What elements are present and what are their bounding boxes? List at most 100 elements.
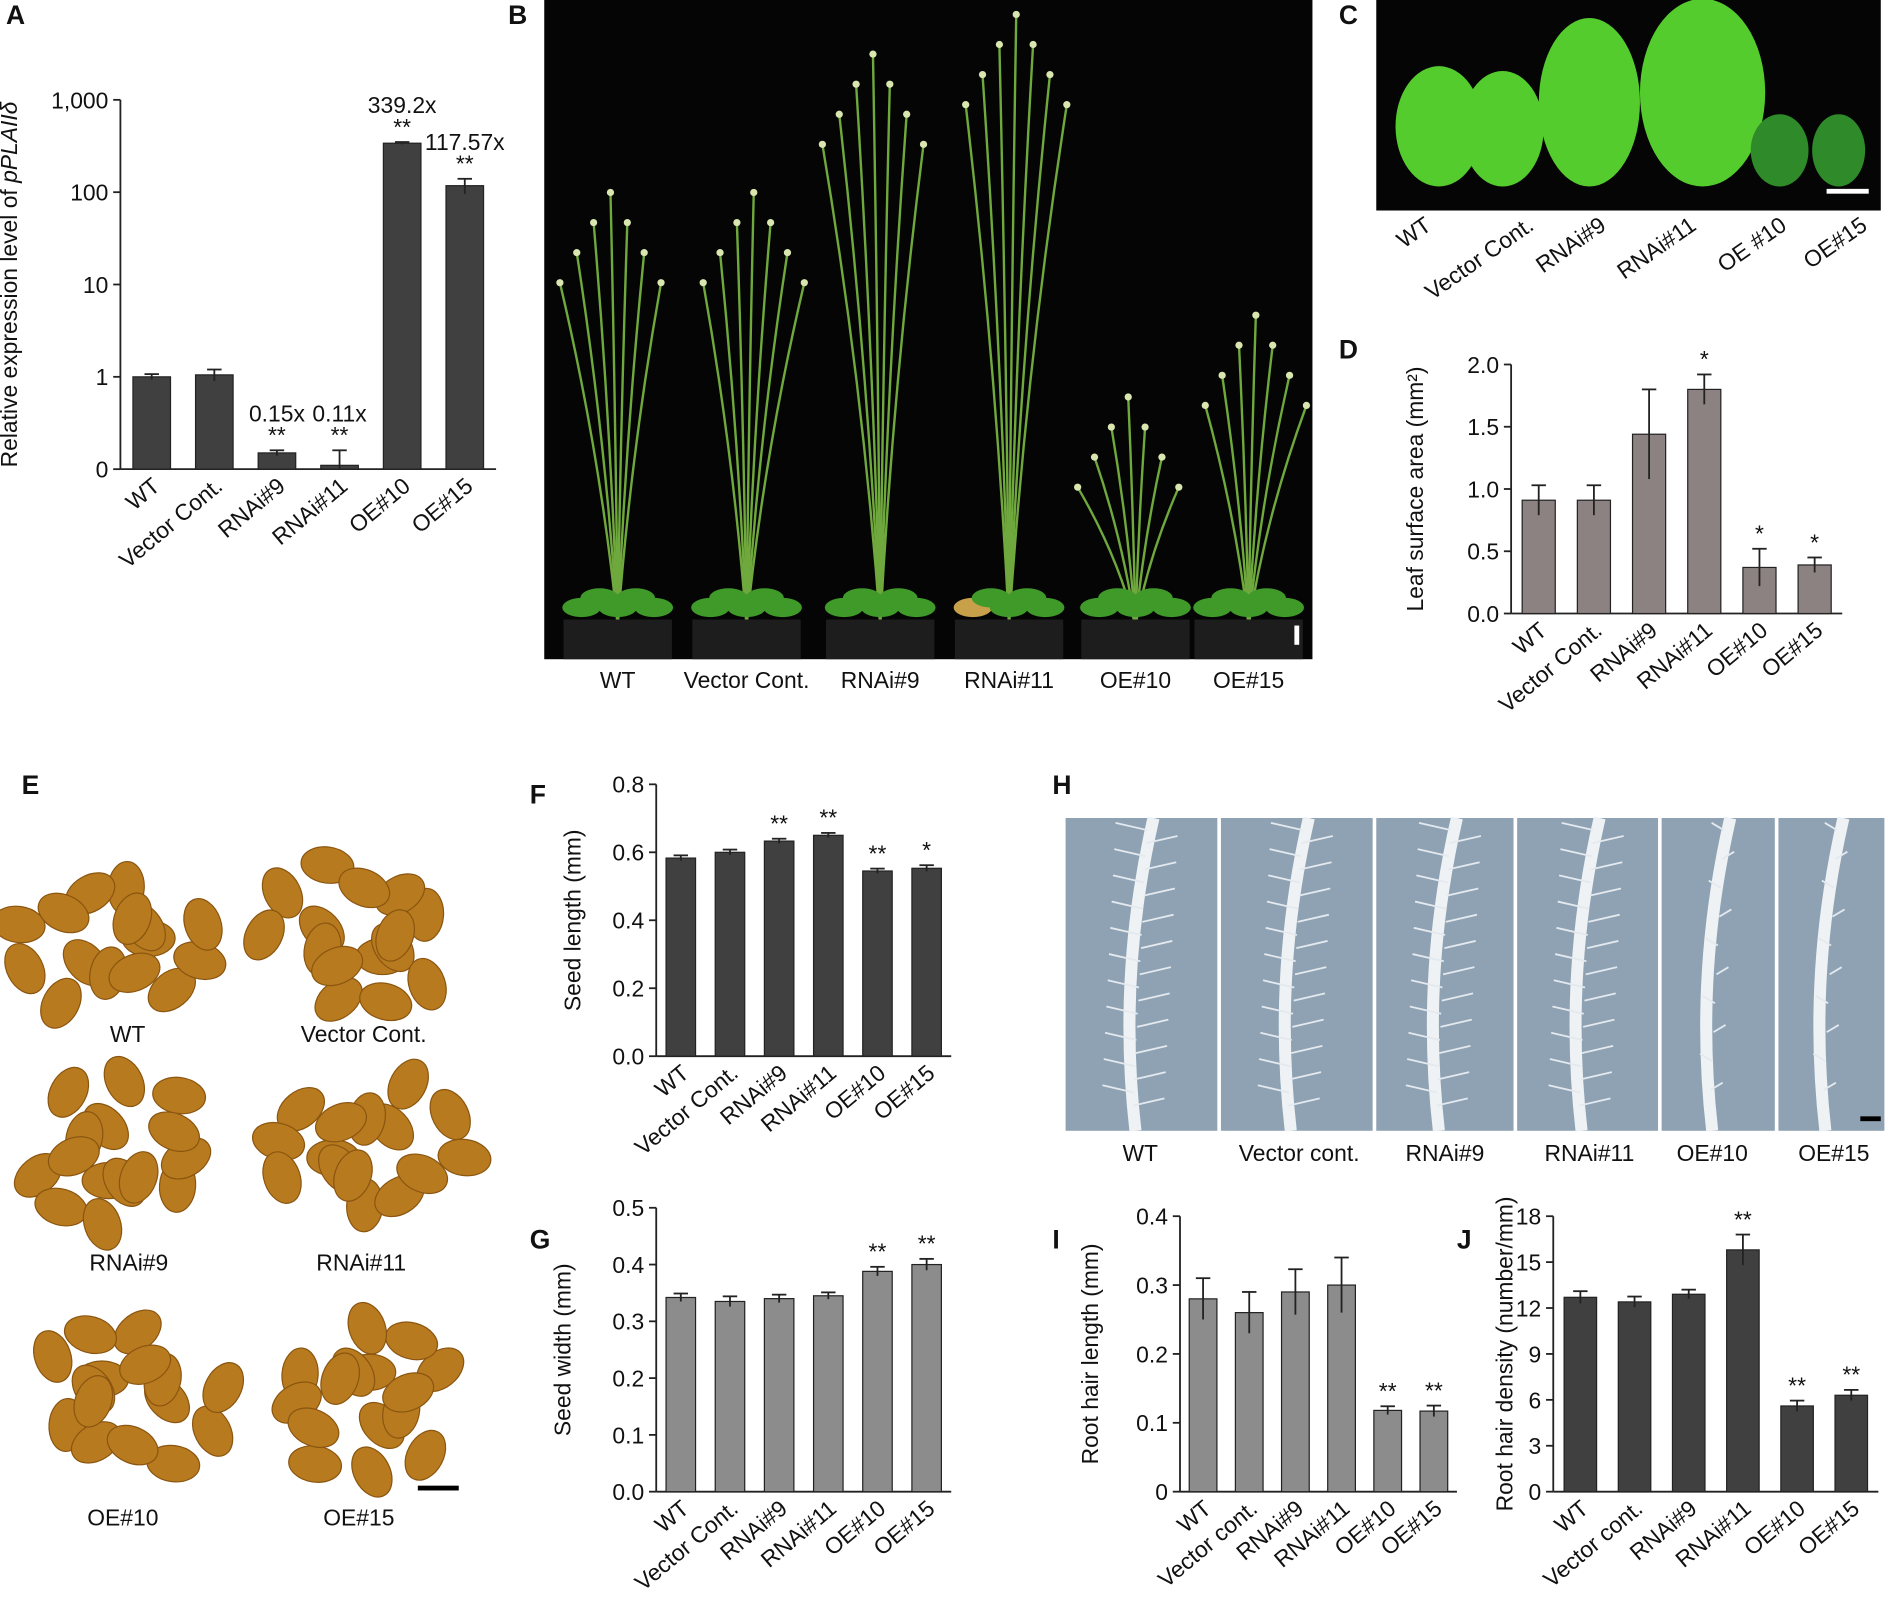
x-tick-label: OE#15 xyxy=(1793,1495,1864,1561)
y-axis-label: Seed width (mm) xyxy=(550,1263,576,1436)
root-hair xyxy=(1708,879,1722,889)
stem xyxy=(1007,14,1018,626)
root-hair xyxy=(1582,1018,1615,1028)
seed xyxy=(333,1149,373,1202)
y-tick-label: 0.1 xyxy=(612,1422,644,1448)
y-tick-label: 1 xyxy=(96,364,109,390)
flower xyxy=(962,101,970,109)
error-bar xyxy=(1586,484,1602,516)
stem xyxy=(1247,345,1274,626)
significance: * xyxy=(922,837,931,863)
root-hair xyxy=(1584,992,1616,1002)
bar xyxy=(1563,1296,1598,1493)
flower xyxy=(1175,483,1183,491)
bar xyxy=(714,851,746,1057)
error-bar xyxy=(1641,388,1657,480)
root-hair xyxy=(1269,848,1302,858)
root-hair xyxy=(1110,926,1142,936)
flower xyxy=(800,279,808,287)
y-tick-label: 0 xyxy=(1528,1479,1541,1505)
y-tick-label: 0.4 xyxy=(612,1252,644,1278)
seed xyxy=(429,1088,471,1141)
leaf xyxy=(1152,597,1191,618)
bar xyxy=(1617,1301,1652,1493)
bar xyxy=(1780,1405,1814,1493)
seed xyxy=(108,952,161,993)
seed xyxy=(261,867,304,919)
y-tick-label: 0.5 xyxy=(612,1195,644,1221)
y-tick-label: 0.0 xyxy=(612,1044,644,1070)
root-hair xyxy=(1132,1097,1165,1107)
plant xyxy=(1193,311,1311,660)
seed xyxy=(40,977,82,1029)
panel-letter: H xyxy=(1052,770,1071,800)
seed xyxy=(103,1055,146,1108)
scale-bar xyxy=(1294,625,1300,645)
stem xyxy=(1237,345,1250,626)
seed xyxy=(437,1138,492,1177)
root-hair xyxy=(1136,1018,1169,1028)
root-hair xyxy=(1103,1058,1136,1068)
significance: ** xyxy=(1379,1378,1397,1404)
root-hair xyxy=(1554,953,1587,963)
pot xyxy=(692,619,801,660)
root-hair xyxy=(1300,861,1332,871)
flower xyxy=(733,218,741,227)
seed xyxy=(375,909,416,962)
error-bar xyxy=(1697,373,1712,405)
leaf-label: WT xyxy=(1392,211,1436,253)
seed xyxy=(47,1066,90,1118)
root xyxy=(1700,816,1737,1132)
y-tick-label: 0.4 xyxy=(612,908,644,934)
root-hair xyxy=(1134,1071,1166,1081)
error-bar xyxy=(332,449,347,470)
root-hair xyxy=(1557,900,1590,910)
stem xyxy=(592,222,619,626)
root-hair xyxy=(1301,835,1334,845)
seed-label: OE#10 xyxy=(87,1504,158,1530)
flower xyxy=(1074,483,1082,491)
y-tick-label: 0.8 xyxy=(612,772,644,798)
leaf xyxy=(1025,597,1065,618)
root-hair xyxy=(1446,887,1479,897)
stem xyxy=(821,144,882,626)
seed xyxy=(47,1136,100,1177)
seed xyxy=(106,1424,159,1466)
root-hair xyxy=(1408,1031,1441,1041)
flower xyxy=(657,279,665,287)
stem xyxy=(854,84,882,626)
seed xyxy=(82,1198,123,1251)
root-hair xyxy=(1829,966,1843,976)
seed xyxy=(262,1151,302,1204)
bar xyxy=(1521,499,1556,615)
root-label: Vector cont. xyxy=(1239,1140,1360,1166)
error-bar xyxy=(144,373,159,380)
root-hair xyxy=(1705,937,1719,947)
root-hair xyxy=(1298,887,1331,897)
flower xyxy=(995,40,1003,49)
seed xyxy=(404,1429,447,1481)
error-bar xyxy=(821,1291,836,1300)
flower xyxy=(716,249,724,257)
significance: ** xyxy=(869,1239,887,1265)
root-label: RNAi#9 xyxy=(1405,1140,1484,1166)
flower xyxy=(623,218,631,227)
flower xyxy=(573,249,581,257)
panel-letter: A xyxy=(6,0,25,30)
flower xyxy=(1201,401,1209,410)
root-hair xyxy=(1589,887,1622,897)
x-tick-label: OE#10 xyxy=(344,472,415,538)
x-tick-label: OE#15 xyxy=(1756,617,1827,683)
root-hair xyxy=(1438,1045,1471,1055)
root-hair xyxy=(1449,835,1482,845)
stem xyxy=(575,252,619,626)
significance: ** xyxy=(268,422,286,448)
flower xyxy=(783,249,792,257)
bar xyxy=(1576,499,1612,615)
stem xyxy=(745,282,806,626)
flower xyxy=(750,188,758,197)
root xyxy=(1123,816,1160,1132)
plant xyxy=(691,188,808,660)
error-bar xyxy=(1573,1290,1588,1304)
root-hair xyxy=(1266,900,1299,910)
